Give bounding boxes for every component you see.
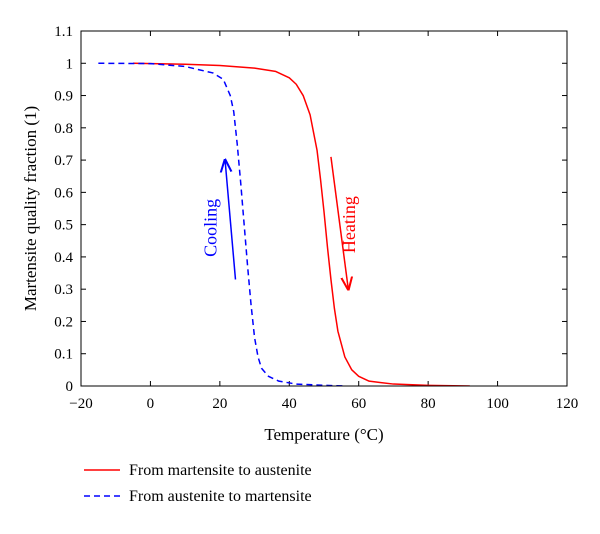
x-tick-label: 40	[282, 396, 297, 412]
y-tick-label: 1.1	[54, 24, 73, 40]
x-tick-label: 100	[486, 396, 509, 412]
y-tick-label: 0.4	[54, 250, 73, 266]
x-tick-label: 120	[556, 396, 579, 412]
x-axis-title: Temperature (°C)	[264, 425, 383, 444]
y-tick-label: 0.3	[54, 282, 73, 298]
x-tick-label: 0	[147, 396, 155, 412]
y-tick-label: 0.8	[54, 121, 73, 137]
x-tick-label: 60	[351, 396, 366, 412]
annotation-label-2: Heating	[339, 196, 359, 253]
annotation-label-1: Cooling	[200, 199, 220, 257]
y-tick-labels: 0 0.1 0.2 0.3 0.4 0.5 0.6 0.7 0.8 0.9 1 1.1	[54, 24, 73, 395]
legend-label-2: From austenite to martensite	[129, 488, 312, 505]
annotation-layer: Cooling Heating	[200, 156, 359, 289]
y-tick-label: 0.7	[54, 153, 73, 169]
x-tick-labels: −20 0 20 40 60 80 100 120	[69, 396, 578, 412]
y-tick-label: 1	[66, 56, 74, 72]
plot-frame	[80, 30, 568, 387]
x-tick-label: 80	[421, 396, 436, 412]
series-line-1	[133, 62, 470, 386]
series-layer	[98, 62, 470, 386]
y-axis-title: Martensite quality fraction (1)	[21, 106, 40, 311]
x-tick-label: 20	[212, 396, 227, 412]
series-line-2	[98, 62, 345, 386]
y-tick-label: 0.2	[54, 314, 73, 330]
x-tick-label: −20	[69, 396, 92, 412]
y-tick-label: 0.9	[54, 89, 73, 105]
y-tick-label: 0.6	[54, 185, 73, 201]
annotation-arrow-2	[330, 156, 348, 289]
annotation-arrow-1	[225, 160, 237, 280]
y-tick-label: 0.1	[54, 347, 73, 363]
y-tick-label: 0	[66, 379, 74, 395]
legend: From martensite to austenite From austeni…	[84, 462, 312, 505]
legend-label-1: From martensite to austenite	[129, 462, 312, 479]
y-tick-label: 0.5	[54, 218, 73, 234]
